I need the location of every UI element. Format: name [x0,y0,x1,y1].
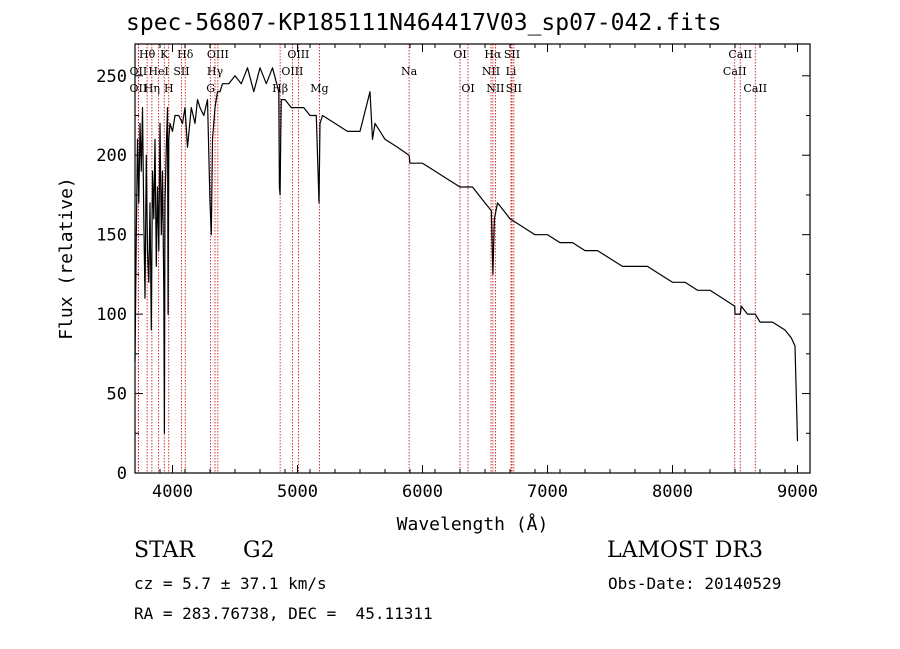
line-label: OIII [287,48,309,61]
y-tick-label: 150 [96,226,127,246]
y-tick-label: 250 [96,67,127,87]
line-label: H [164,82,174,95]
obs-date: Obs-Date: 20140529 [608,574,782,593]
line-label: Hθ [139,48,156,61]
line-label: Hβ [272,82,288,95]
line-markers [137,44,756,473]
line-label: Na [401,65,418,78]
line-label: Hγ [207,65,224,78]
x-tick-label: 6000 [402,482,443,502]
line-label: OI [453,48,466,61]
line-label: SII [504,48,520,61]
chart-title: spec-56807-KP185111N464417V03_sp07-042.f… [126,10,722,36]
x-axis-label: Wavelength (Å) [397,513,549,535]
y-tick-label: 0 [117,464,127,484]
y-tick-label: 200 [96,146,127,166]
line-label: G [206,82,215,95]
axis-ticks: 4000 5000 6000 7000 8000 9000 0 50 100 150 200 250 [96,44,818,502]
line-label: CaII [728,48,752,61]
flux-line [134,67,799,442]
object-subclass: G2 [243,538,275,563]
line-label: K [160,48,169,61]
coordinates-text: RA = 283.76738, DEC = 45.11311 [134,604,433,623]
line-label: NII [482,65,500,78]
y-tick-label: 50 [107,385,127,405]
line-label: NII [486,82,504,95]
x-tick-label: 5000 [277,482,318,502]
flux-series [134,67,799,442]
line-label: OII [130,65,148,78]
line-label: OII [130,82,148,95]
object-class: STAR [134,538,195,563]
line-label: Li [506,65,517,78]
line-label: OIII [281,65,303,78]
redshift-text: cz = 5.7 ± 37.1 km/s [134,574,327,593]
line-label: CaII [723,65,747,78]
x-tick-label: 8000 [652,482,693,502]
x-tick-label: 7000 [527,482,568,502]
line-label: HeI [148,65,168,78]
line-label: Hη [144,82,160,95]
plot-frame [134,43,811,474]
y-tick-label: 100 [96,305,127,325]
line-label: SII [506,82,522,95]
line-label: CaII [743,82,767,95]
line-label: Mg [310,82,328,95]
line-label: SII [173,65,189,78]
line-label: OIII [207,48,229,61]
survey-name: LAMOST DR3 [607,538,763,563]
line-label: OI [461,82,474,95]
x-tick-label: 9000 [777,482,818,502]
line-label: Hα [484,48,502,61]
y-axis-label: Flux (relative) [56,177,77,340]
line-label: Hδ [177,48,194,61]
x-tick-label: 4000 [152,482,193,502]
